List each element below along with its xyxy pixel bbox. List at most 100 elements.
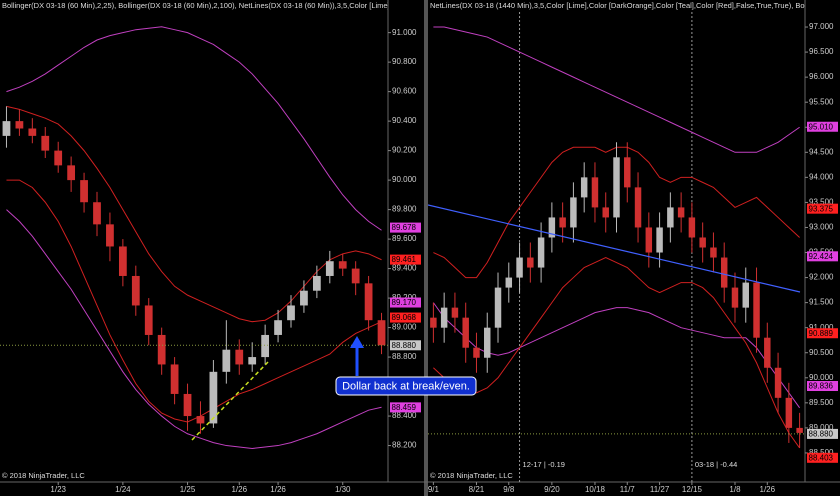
x-tick-label: 1/25 [180,485,196,494]
candle-body [774,367,782,398]
price-tag [807,428,838,439]
price-tag-label: 89.836 [809,382,834,391]
candle-body [484,327,491,358]
candle-body [274,320,282,335]
candle-body [645,227,653,253]
band-line [6,26,382,231]
candle-body [570,197,577,228]
candle-body [157,334,166,365]
price-tag-label: 88.880 [392,341,417,350]
annotation: Dollar back at break/even. [335,336,477,396]
x-tick-label: 8/21 [469,485,485,494]
price-tag-label: 90.889 [809,329,834,338]
candle-body [677,207,685,218]
candle-body [527,257,534,268]
copyright: © 2018 NinjaTrader, LLC [430,471,513,480]
band-line [6,179,382,423]
x-tick-label: 1/30 [335,485,351,494]
x-tick-label: 11/7 [620,485,636,494]
copyright: © 2018 NinjaTrader, LLC [2,471,85,480]
y-tick-label: 94.000 [809,172,834,181]
candle-body [634,187,642,228]
y-tick-label: 89.600 [392,234,417,243]
band-line [432,302,801,409]
x-tick-label: 1/26 [760,485,776,494]
price-tag-label: 89.461 [392,255,417,264]
y-tick-label: 89.000 [809,423,834,432]
y-tick-label: 88.400 [392,411,417,420]
candle-body [440,307,448,328]
candle-body [41,135,50,151]
candle-body [235,349,244,365]
candle-body [351,268,360,284]
y-tick-label: 97.000 [809,22,834,31]
price-tag-label: 92.424 [809,252,834,261]
candle-body [537,237,545,268]
price-tag-label: 95.010 [809,122,834,131]
candle-body [785,397,793,428]
trend-line [428,204,801,293]
candle-body [753,282,760,338]
arrow-head [350,336,364,348]
candle-body [196,416,205,424]
candle-body [300,290,308,306]
candle-body [248,357,257,365]
candle-body [377,320,386,346]
candle-body [494,287,502,328]
price-tag [807,328,838,339]
y-tick-label: 90.000 [392,175,417,184]
y-tick-label: 90.600 [392,87,417,96]
y-tick-label: 90.400 [392,116,417,125]
candle-body [548,217,556,238]
candle-body [54,150,63,166]
band-line [6,209,382,450]
candle-body [338,261,347,269]
candle-body [710,247,717,258]
price-tag-label: 88.459 [392,403,417,412]
x-tick-label: 1/23 [50,485,66,494]
price-tag [390,402,421,413]
y-tick-label: 91.000 [809,323,834,332]
y-tick-label: 96.000 [809,72,834,81]
y-tick-label: 96.500 [809,47,834,56]
panel: NetLines(DX 03-18 (1440 Min),3,5,Color [… [428,1,805,482]
candle-body [67,165,76,181]
x-tick-label: 1/8 [729,485,741,494]
x-tick-label: 9/20 [544,485,560,494]
candle-body [131,275,140,306]
price-tag [807,251,838,262]
candle-body [462,317,469,348]
price-tag [390,222,421,233]
y-tick-label: 88.800 [392,352,417,361]
candle-body [516,257,523,278]
price-tag-label: 88.403 [809,453,834,462]
price-tag-label: 88.880 [809,430,834,439]
candle-body [430,317,437,328]
candle-body [742,282,749,308]
price-tag-label: 89.678 [392,223,417,232]
x-tick-label: 1/24 [115,485,131,494]
candle-body [222,349,231,372]
candle-body [2,121,11,136]
y-tick-label: 91.000 [392,28,417,37]
annotation-box [335,376,477,396]
candle-body [144,305,153,335]
candle-body [667,207,674,228]
band-line [6,105,382,323]
price-tag [390,254,421,265]
candle-body [28,128,37,136]
x-tick-label: 10/18 [585,485,606,494]
candle-body [591,177,599,208]
y-tick-label: 90.200 [392,146,417,155]
candle-body [559,217,566,228]
y-tick-label: 93.500 [809,198,834,207]
y-tick-label: 89.500 [809,398,834,407]
candle-body [312,275,321,291]
y-tick-label: 92.000 [809,273,834,282]
candle-body [15,121,24,129]
candle-body [364,283,373,321]
candle-body [170,364,179,394]
price-tag [807,203,838,214]
